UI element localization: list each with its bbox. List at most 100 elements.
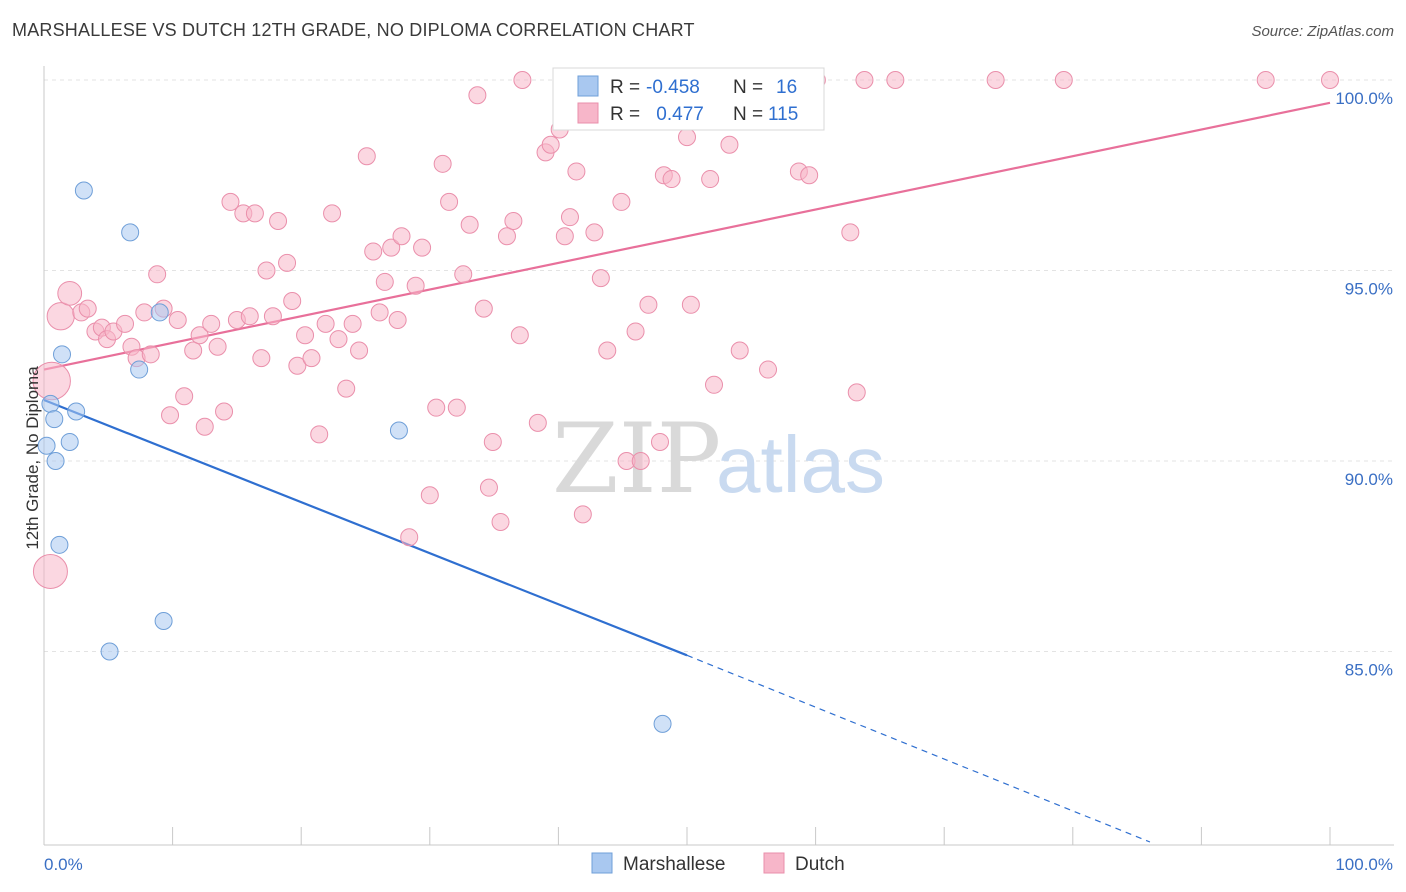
r-value-dutch: 0.477	[651, 104, 704, 125]
point-dutch	[350, 341, 369, 360]
point-dutch	[730, 341, 749, 360]
r-label-marshallese: R =	[610, 77, 640, 98]
point-dutch	[800, 166, 819, 185]
source-credit: Source: ZipAtlas.com	[1251, 23, 1394, 40]
point-dutch	[57, 280, 83, 306]
point-marshallese	[100, 642, 119, 661]
point-dutch	[886, 71, 905, 89]
point-dutch	[190, 326, 209, 345]
point-dutch	[986, 71, 1005, 89]
y-tick-label: 85.0%	[1345, 661, 1393, 680]
point-marshallese	[154, 612, 173, 631]
point-dutch	[32, 553, 68, 589]
point-dutch	[252, 349, 271, 368]
legend-swatch-dutch	[763, 852, 785, 874]
point-dutch	[662, 170, 681, 189]
point-dutch	[135, 303, 154, 322]
point-dutch	[263, 307, 282, 326]
y-tick-label: 90.0%	[1345, 470, 1393, 489]
point-dutch	[433, 154, 452, 173]
legend-label-marshallese: Marshallese	[623, 854, 725, 875]
tick-labels: 100.0% 95.0% 90.0% 85.0% 0.0% 100.0%	[44, 89, 1393, 874]
point-dutch	[705, 375, 724, 394]
point-dutch	[855, 71, 874, 89]
n-value-marshallese: 16	[776, 77, 797, 98]
r-label-dutch: R =	[610, 104, 640, 125]
point-dutch	[278, 253, 297, 272]
legend-label-dutch: Dutch	[795, 854, 845, 875]
point-dutch	[585, 223, 604, 242]
point-dutch	[245, 204, 264, 223]
bottom-legend: Marshallese Dutch	[591, 852, 845, 875]
point-marshallese	[130, 360, 149, 379]
point-dutch	[406, 276, 425, 295]
trend-line-marshallese	[43, 399, 688, 657]
point-dutch	[1321, 71, 1339, 89]
point-dutch	[612, 192, 631, 211]
dutch-swatch	[577, 102, 599, 124]
point-dutch	[447, 398, 466, 417]
point-dutch	[454, 265, 473, 284]
point-dutch	[364, 242, 383, 261]
marshallese-swatch	[577, 75, 599, 97]
point-dutch	[269, 211, 288, 230]
point-dutch	[388, 311, 407, 330]
point-dutch	[420, 486, 439, 505]
point-dutch	[479, 478, 498, 497]
point-dutch	[591, 269, 610, 288]
point-dutch	[400, 528, 419, 547]
point-dutch	[841, 223, 860, 242]
point-dutch	[46, 302, 75, 331]
x-tick-label: 0.0%	[44, 855, 83, 874]
point-dutch	[343, 314, 362, 333]
point-dutch	[560, 208, 579, 227]
point-dutch	[337, 379, 356, 398]
point-dutch	[474, 299, 493, 318]
point-dutch	[541, 135, 560, 154]
point-marshallese	[150, 303, 169, 322]
point-dutch	[283, 291, 302, 310]
point-dutch	[168, 311, 187, 330]
n-value-dutch: 115	[768, 104, 798, 125]
point-dutch	[555, 227, 574, 246]
point-marshallese	[46, 452, 65, 470]
point-dutch	[195, 417, 214, 436]
point-marshallese	[67, 402, 86, 421]
trend-lines	[43, 101, 1331, 843]
point-marshallese	[37, 436, 56, 455]
point-dutch	[316, 314, 335, 333]
point-marshallese	[653, 714, 672, 733]
point-dutch	[257, 261, 276, 280]
point-dutch	[681, 295, 700, 314]
point-dutch	[650, 432, 669, 451]
point-dutch	[215, 402, 234, 421]
trend-line-dutch	[43, 101, 1331, 371]
n-label-marshallese: N =	[733, 77, 763, 98]
gridlines	[44, 79, 1394, 652]
point-dutch	[847, 383, 866, 402]
point-marshallese	[50, 535, 69, 554]
point-dutch	[468, 86, 487, 105]
point-dutch	[370, 303, 389, 322]
point-marshallese	[41, 394, 60, 413]
stats-legend: R = -0.458 N = 16 R = 0.477 N = 115	[552, 67, 825, 131]
point-dutch	[329, 330, 348, 349]
point-marshallese	[60, 432, 79, 451]
trend-line-extension-marshallese	[686, 654, 1151, 843]
point-dutch	[440, 192, 459, 211]
point-dutch	[460, 215, 479, 234]
legend-swatch-marshallese	[591, 852, 613, 874]
point-dutch	[288, 356, 307, 375]
point-dutch	[626, 322, 645, 341]
point-marshallese	[74, 181, 93, 200]
point-dutch	[567, 162, 586, 181]
point-dutch	[161, 406, 180, 425]
point-dutch	[240, 307, 259, 326]
point-dutch	[184, 341, 203, 360]
point-dutch	[639, 295, 658, 314]
point-dutch	[382, 238, 401, 257]
point-dutch	[701, 170, 720, 189]
point-dutch	[357, 147, 376, 166]
point-dutch	[208, 337, 227, 356]
point-dutch	[310, 425, 329, 444]
